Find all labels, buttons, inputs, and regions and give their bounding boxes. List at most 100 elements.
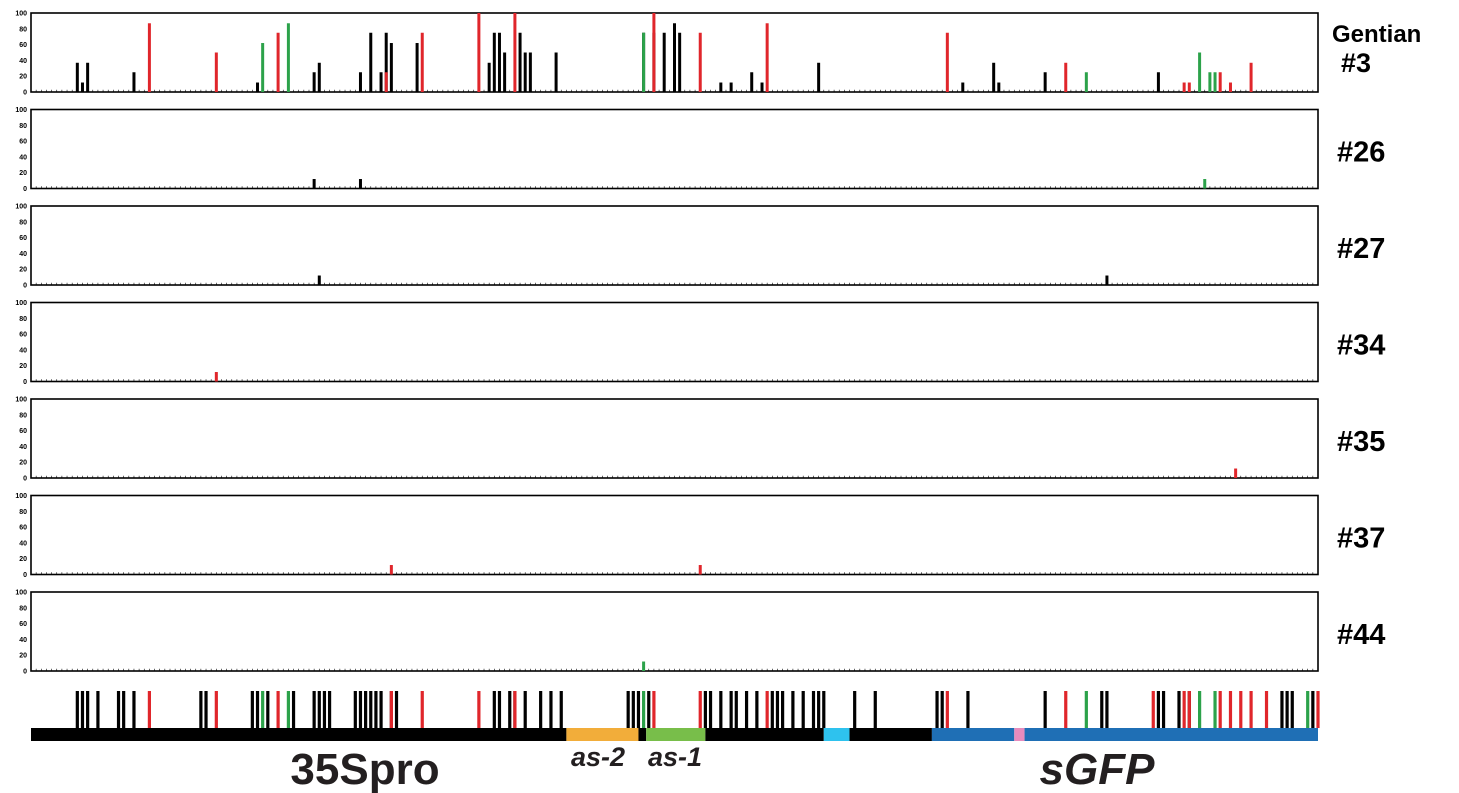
y-tick-label: 80 <box>19 316 27 323</box>
site-chh <box>1228 691 1233 728</box>
site-cg <box>86 691 90 728</box>
site-cg <box>96 691 100 728</box>
site-cg <box>940 691 944 728</box>
bar-chg <box>642 32 646 92</box>
site-chg <box>261 691 265 728</box>
y-tick-label: 40 <box>19 444 27 451</box>
bar-chh <box>765 23 769 92</box>
bar-cg <box>673 23 676 92</box>
y-tick-label: 20 <box>19 363 27 370</box>
site-chh <box>1064 691 1068 728</box>
bar-cg <box>528 52 532 92</box>
bar-cg <box>358 179 362 189</box>
site-cg <box>811 691 816 728</box>
y-tick-label: 100 <box>15 590 27 597</box>
site-cg <box>626 691 630 728</box>
site-cg <box>497 691 502 728</box>
site-chh <box>698 691 702 728</box>
y-tick-label: 100 <box>15 11 27 18</box>
y-tick-label: 100 <box>15 397 27 404</box>
bar-cg <box>817 62 821 92</box>
bar-chg <box>286 23 290 92</box>
site-chg <box>286 691 290 728</box>
bar-chh <box>1228 82 1232 92</box>
site-chh <box>1151 691 1155 728</box>
site-cg <box>394 691 399 728</box>
site-cg <box>1105 691 1109 728</box>
y-tick-label: 100 <box>15 107 27 114</box>
bar-cg <box>719 82 723 92</box>
y-tick-label: 60 <box>19 139 27 146</box>
site-cg <box>744 691 749 728</box>
site-chg <box>642 691 646 728</box>
bar-chh <box>513 13 517 92</box>
site-chh <box>652 691 656 728</box>
site-chg <box>1084 691 1088 728</box>
panel-frame <box>30 301 1319 383</box>
bar-cg <box>523 52 527 92</box>
site-cg <box>1290 691 1294 728</box>
construct-region <box>849 728 932 741</box>
construct-map: 35Spro as-2 as-1 sGFP <box>31 728 1318 793</box>
y-tick-label: 60 <box>19 525 27 532</box>
site-chh <box>147 691 151 728</box>
y-tick-label: 60 <box>19 332 27 339</box>
y-tick-label: 20 <box>19 267 27 274</box>
bar-chh <box>276 32 280 92</box>
panel-frame <box>30 108 1319 190</box>
bar-cg <box>317 62 321 92</box>
site-cg <box>322 691 327 728</box>
site-cg <box>853 691 857 728</box>
bar-chg <box>642 661 646 671</box>
y-tick-label: 0 <box>23 379 27 386</box>
site-chg <box>1198 691 1202 728</box>
bar-cg <box>389 43 393 92</box>
site-cg <box>358 691 363 728</box>
y-tick-label: 20 <box>19 170 27 177</box>
construct-region <box>823 728 850 741</box>
site-cg <box>492 691 496 728</box>
region-label: as-2 <box>571 742 625 772</box>
site-cg <box>631 691 635 728</box>
site-cg <box>1177 691 1181 728</box>
site-cg <box>1043 691 1047 728</box>
site-chh <box>1187 691 1191 728</box>
bar-cg <box>369 32 373 92</box>
y-tick-label: 20 <box>19 74 27 81</box>
bar-cg <box>750 72 754 92</box>
baseline-ticks <box>30 572 1319 575</box>
site-cg <box>703 691 707 728</box>
bar-cg <box>487 62 491 92</box>
bar-cg <box>997 82 1001 92</box>
site-cg <box>1156 691 1161 728</box>
baseline-ticks <box>30 668 1319 671</box>
site-cg <box>559 691 563 728</box>
site-cg <box>122 691 126 728</box>
bar-chg <box>1208 72 1212 92</box>
bar-cg <box>358 72 362 92</box>
bar-cg <box>497 32 501 92</box>
y-tick-label: 0 <box>23 283 27 290</box>
bar-chh <box>147 23 151 92</box>
y-tick-label: 0 <box>23 476 27 483</box>
site-cg <box>817 691 821 728</box>
region-label: as-1 <box>648 742 702 772</box>
bar-chh <box>214 52 218 92</box>
site-cg <box>353 691 357 728</box>
site-cg <box>775 691 780 728</box>
site-chg <box>1213 691 1217 728</box>
bar-cg <box>760 82 764 92</box>
bar-chh <box>1182 82 1186 92</box>
y-tick-label: 80 <box>19 605 27 612</box>
panel-gentian3: 0 20 40 60 80 100 Gentian#3 <box>15 11 1421 97</box>
bar-cg <box>80 82 84 92</box>
site-cg <box>132 691 136 728</box>
site-cg <box>549 691 553 728</box>
bar-cg <box>492 32 496 92</box>
y-tick-label: 0 <box>23 90 27 97</box>
bar-cg <box>75 62 79 92</box>
construct-region <box>31 728 567 741</box>
bar-cg <box>1043 72 1047 92</box>
site-cg <box>116 691 121 728</box>
site-cg <box>935 691 939 728</box>
